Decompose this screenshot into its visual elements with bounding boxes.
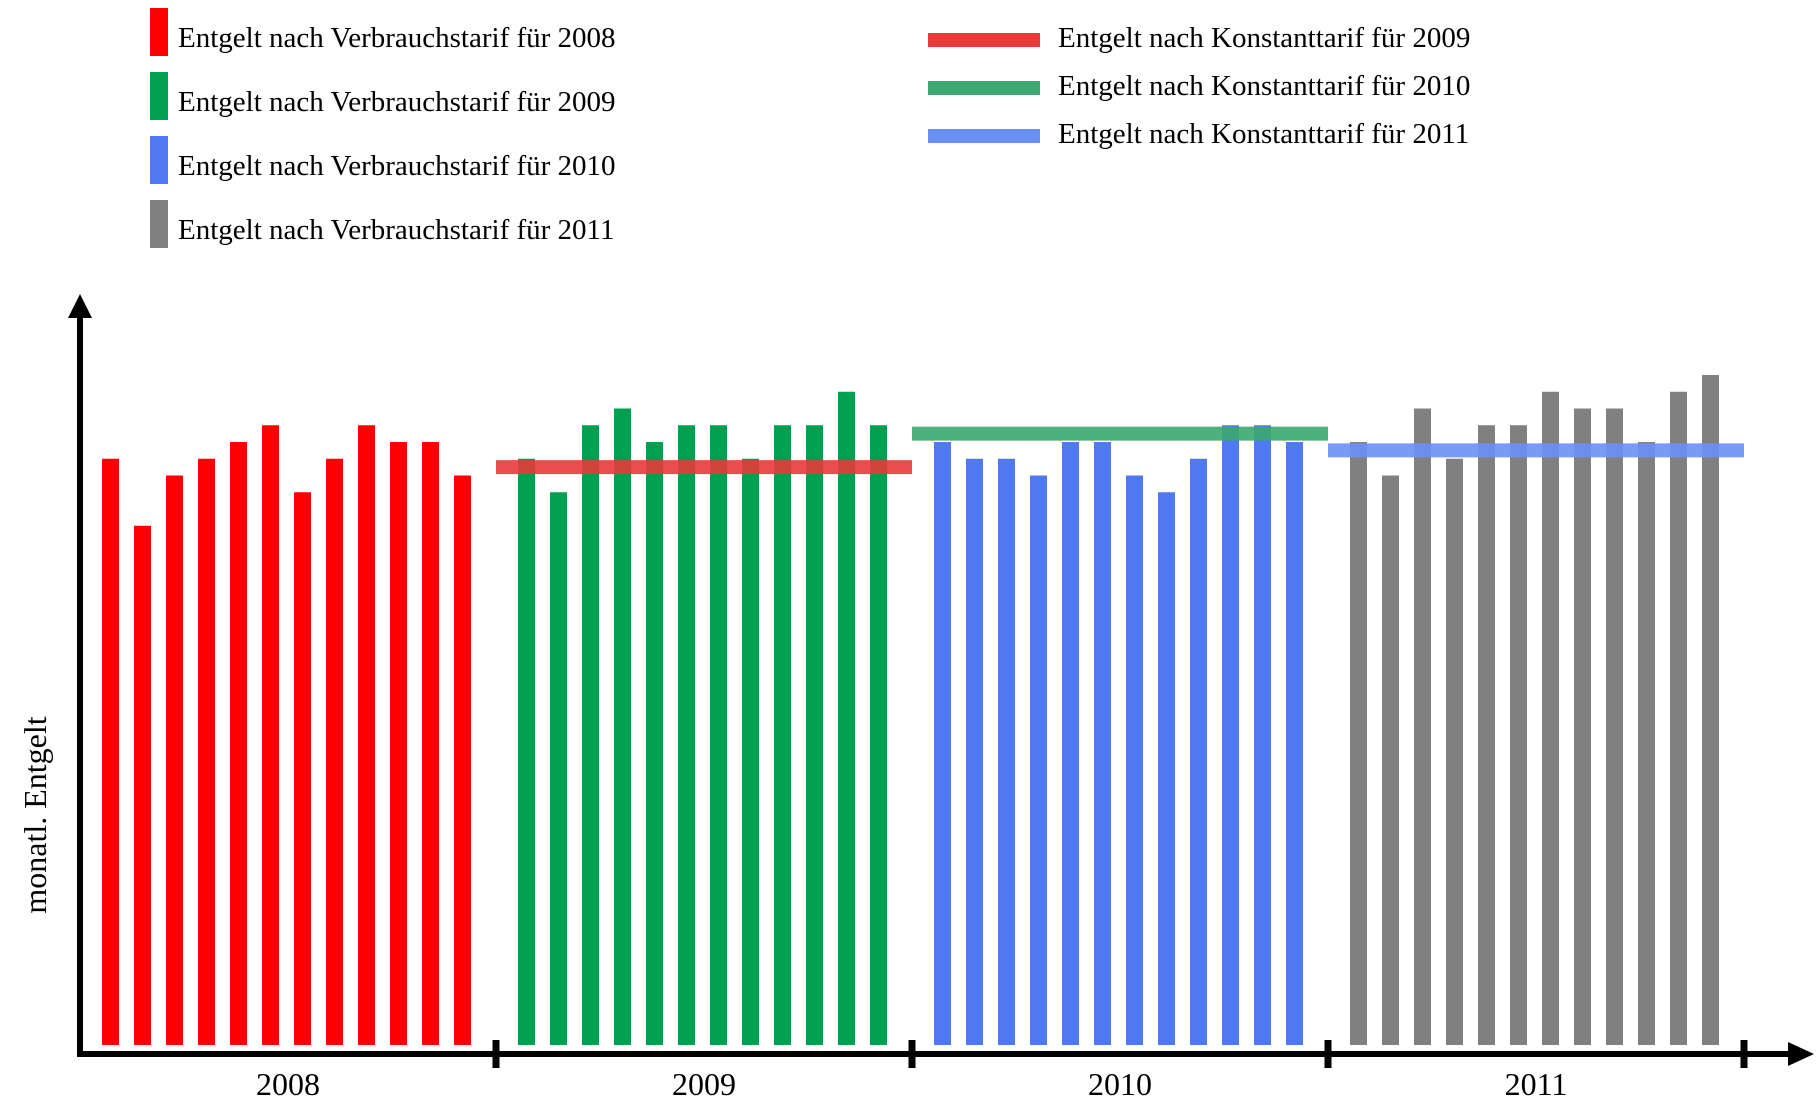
- bar-2008-8: [326, 458, 343, 1045]
- bar-2008-9: [358, 425, 375, 1045]
- bar-2011-4: [1446, 458, 1463, 1045]
- bar-2010-8: [1158, 492, 1175, 1045]
- x-tick-label-2008: 2008: [256, 1066, 320, 1100]
- bar-2011-10: [1638, 442, 1655, 1045]
- bar-2011-2: [1382, 475, 1399, 1045]
- legend-swatch-verbrauch-2008: [150, 8, 168, 56]
- bar-2011-8: [1574, 408, 1591, 1045]
- legend-label-konstant-2009: Entgelt nach Konstanttarif für 2009: [1058, 22, 1471, 54]
- legend-label-verbrauch-2010: Entgelt nach Verbrauchstarif für 2010: [178, 150, 616, 182]
- y-axis-label: monatl. Entgelt: [17, 716, 53, 913]
- bar-2008-11: [422, 442, 439, 1045]
- legend-line-konstant-2009: [928, 33, 1040, 47]
- bar-2009-9: [774, 425, 791, 1045]
- bar-2011-7: [1542, 391, 1559, 1045]
- legend-line-konstant-2011: [928, 129, 1040, 143]
- constant-tariff-line-2009: [496, 460, 912, 475]
- x-tick-label-2010: 2010: [1088, 1066, 1152, 1100]
- constant-tariff-line-2010: [912, 426, 1328, 441]
- bar-2011-9: [1606, 408, 1623, 1045]
- bar-2010-11: [1254, 425, 1271, 1045]
- labels-layer: monatl. Entgelt 2008 2009 2010 2011: [17, 716, 1567, 1100]
- constant-tariff-layer: [496, 426, 1744, 475]
- bar-2009-12: [870, 425, 887, 1045]
- bar-2011-12: [1702, 375, 1719, 1045]
- bar-2008-6: [262, 425, 279, 1045]
- bar-2009-6: [678, 425, 695, 1045]
- legend-swatch-verbrauch-2010: [150, 136, 168, 184]
- bar-2008-1: [102, 458, 119, 1045]
- bar-2010-4: [1030, 475, 1047, 1045]
- bar-2009-11: [838, 391, 855, 1045]
- bar-2010-7: [1126, 475, 1143, 1045]
- bar-2008-10: [390, 442, 407, 1045]
- bar-2008-3: [166, 475, 183, 1045]
- legend-swatch-verbrauch-2011: [150, 200, 168, 248]
- bar-2010-6: [1094, 442, 1111, 1045]
- x-tick-label-2011: 2011: [1505, 1066, 1568, 1100]
- axes-layer: [68, 294, 1814, 1068]
- legend-label-verbrauch-2009: Entgelt nach Verbrauchstarif für 2009: [178, 86, 616, 118]
- constant-tariff-line-2011: [1328, 443, 1744, 458]
- bar-2009-4: [614, 408, 631, 1045]
- bar-2010-10: [1222, 425, 1239, 1045]
- legend-swatch-verbrauch-2009: [150, 72, 168, 120]
- bar-2010-2: [966, 458, 983, 1045]
- bar-2009-10: [806, 425, 823, 1045]
- x-axis-arrowhead: [1788, 1042, 1814, 1066]
- bar-2011-5: [1478, 425, 1495, 1045]
- bar-2008-12: [454, 475, 471, 1045]
- legend-label-verbrauch-2008: Entgelt nach Verbrauchstarif für 2008: [178, 22, 616, 54]
- bar-2008-2: [134, 525, 151, 1045]
- y-axis-arrowhead: [68, 294, 92, 318]
- bar-2008-4: [198, 458, 215, 1045]
- bar-2011-3: [1414, 408, 1431, 1045]
- legend-label-verbrauch-2011: Entgelt nach Verbrauchstarif für 2011: [178, 214, 615, 246]
- bar-2011-1: [1350, 442, 1367, 1045]
- legend-label-konstant-2011: Entgelt nach Konstanttarif für 2011: [1058, 118, 1470, 150]
- bar-2010-9: [1190, 458, 1207, 1045]
- bar-2009-8: [742, 458, 759, 1045]
- bar-2011-11: [1670, 391, 1687, 1045]
- bar-2009-5: [646, 442, 663, 1045]
- bar-2010-12: [1286, 442, 1303, 1045]
- bar-2010-1: [934, 442, 951, 1045]
- bar-2010-3: [998, 458, 1015, 1045]
- bars-layer: [102, 375, 1719, 1045]
- bar-2009-7: [710, 425, 727, 1045]
- bar-2010-5: [1062, 442, 1079, 1045]
- bar-2009-2: [550, 492, 567, 1045]
- bar-2009-3: [582, 425, 599, 1045]
- bar-2008-7: [294, 492, 311, 1045]
- legend-line-konstant-2010: [928, 81, 1040, 95]
- bar-2009-1: [518, 458, 535, 1045]
- legend-label-konstant-2010: Entgelt nach Konstanttarif für 2010: [1058, 70, 1471, 102]
- bar-2011-6: [1510, 425, 1527, 1045]
- bar-2008-5: [230, 442, 247, 1045]
- x-tick-label-2009: 2009: [672, 1066, 736, 1100]
